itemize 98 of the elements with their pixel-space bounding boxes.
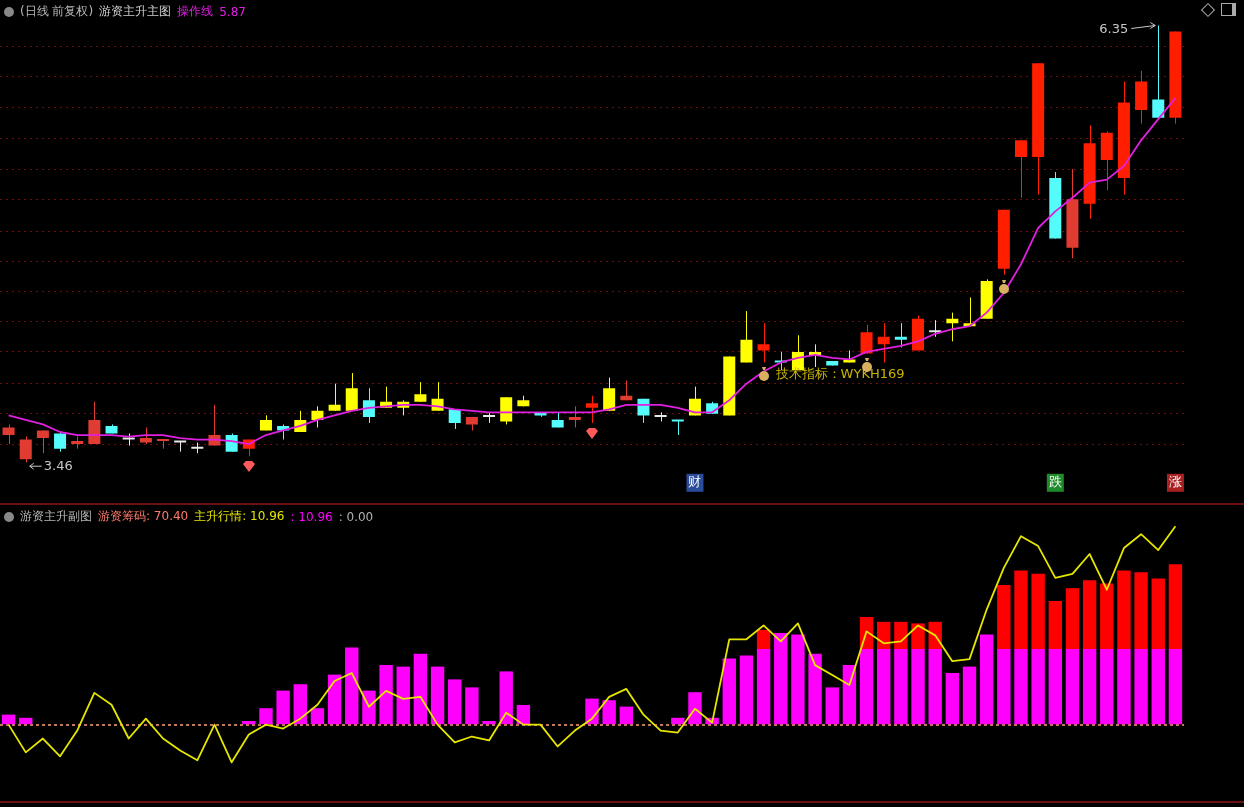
bar	[1014, 649, 1028, 725]
candlestick	[568, 405, 581, 428]
bar	[1031, 573, 1045, 649]
bar	[928, 649, 942, 725]
bar	[1134, 572, 1148, 649]
candlestick	[671, 419, 684, 436]
bar	[1065, 649, 1080, 725]
bar	[911, 649, 925, 725]
candlestick	[877, 322, 890, 363]
bar	[894, 649, 908, 725]
bar	[825, 687, 839, 725]
bar	[877, 649, 891, 725]
bar	[1168, 564, 1183, 649]
candlestick	[1014, 139, 1027, 199]
bar	[1014, 570, 1028, 649]
bar	[619, 706, 634, 725]
bar	[1117, 570, 1131, 649]
bar	[791, 634, 805, 725]
bar	[516, 705, 531, 725]
annotation: 6.35	[1099, 20, 1129, 36]
bar	[345, 647, 359, 725]
bar	[413, 653, 428, 725]
bar	[945, 673, 960, 725]
bar	[979, 634, 994, 725]
bar	[465, 687, 479, 725]
bar	[997, 585, 1011, 649]
bar	[242, 721, 256, 725]
candlestick	[54, 431, 67, 453]
chart-title: (日线 前复权)	[20, 3, 94, 20]
candlestick	[414, 381, 427, 403]
candlestick	[894, 322, 907, 348]
bar	[859, 649, 874, 725]
bar	[1134, 649, 1148, 725]
bar	[1151, 649, 1165, 725]
bar	[430, 666, 445, 725]
candlestick	[585, 395, 599, 424]
bar	[894, 621, 908, 649]
bar	[962, 666, 977, 725]
bar	[1031, 649, 1045, 725]
text: 5.87	[219, 4, 246, 19]
bar	[310, 708, 325, 725]
bar	[1082, 649, 1097, 725]
bar	[1100, 649, 1114, 725]
text: 游资筹码: 70.40	[98, 508, 189, 525]
candlestick	[740, 310, 753, 363]
candlestick	[1152, 24, 1165, 119]
bar	[1048, 601, 1062, 649]
text: 操作线	[177, 3, 214, 20]
bar	[739, 655, 754, 725]
bar	[1065, 588, 1080, 649]
bar	[671, 717, 685, 725]
bar	[293, 684, 307, 725]
annotation: 3.46	[43, 457, 73, 473]
candlestick	[860, 324, 873, 354]
candlestick	[36, 429, 49, 454]
bar	[1151, 578, 1165, 649]
candlestick	[19, 436, 32, 463]
bar	[808, 653, 822, 725]
bar	[1117, 649, 1131, 725]
text: : 10.96	[290, 509, 333, 524]
bar	[396, 666, 410, 725]
candlestick	[757, 322, 770, 363]
chart-subtitle: 游资主升主图	[99, 3, 172, 20]
candlestick	[603, 377, 616, 412]
bar	[722, 658, 736, 725]
bar	[1, 714, 16, 725]
candlestick	[362, 387, 375, 424]
bar	[1048, 649, 1062, 725]
bar	[259, 708, 273, 725]
bar	[774, 633, 788, 725]
bar	[756, 629, 771, 649]
bar	[379, 665, 393, 725]
bar	[448, 679, 462, 725]
bar	[911, 623, 925, 649]
bar	[688, 692, 702, 725]
chart-title: 游资主升副图	[20, 508, 92, 525]
candlestick	[2, 423, 15, 445]
candlestick	[345, 372, 358, 412]
text: : 0.00	[338, 509, 374, 524]
bar	[1082, 580, 1097, 649]
text: 财	[688, 474, 702, 490]
bar	[602, 700, 616, 725]
bar	[842, 665, 857, 725]
bar	[1100, 583, 1114, 649]
bar	[276, 690, 290, 725]
bar	[756, 649, 771, 725]
bar	[499, 671, 513, 725]
bar	[482, 721, 496, 725]
text: 主升行情: 10.96	[194, 508, 285, 525]
bar	[19, 717, 33, 725]
text: 涨	[1168, 474, 1182, 490]
bar	[997, 649, 1011, 725]
bar	[1168, 649, 1183, 725]
bar	[327, 674, 342, 725]
text: 跌	[1048, 474, 1062, 490]
bar	[585, 698, 599, 725]
annotation: 技术指标：WYKH169	[774, 366, 905, 382]
candlestick	[328, 383, 341, 412]
